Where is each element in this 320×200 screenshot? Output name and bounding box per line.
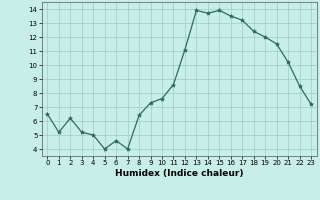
X-axis label: Humidex (Indice chaleur): Humidex (Indice chaleur): [115, 169, 244, 178]
